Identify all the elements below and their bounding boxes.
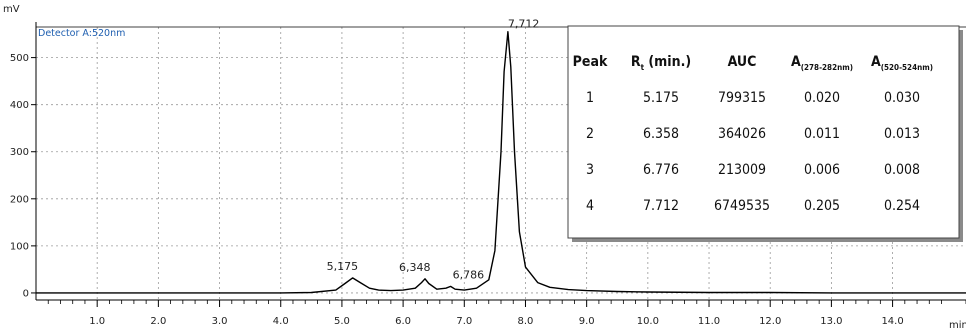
- y-tick-label: 100: [10, 241, 29, 252]
- table-header-cell: A(278-282nm): [791, 54, 853, 72]
- table-cell: 0.205: [804, 198, 840, 214]
- axis-ticks: 1.0 2.0 3.0 4.0 5.0 6.0 7.0 8.0 9.0 10.0 11.0 12.0 1…: [10, 53, 966, 327]
- peak-table: Peak Rt (min.) AUC A(278-282nm) A(520-524nm)…: [567, 25, 963, 242]
- x-tick-label: 8.0: [518, 316, 534, 327]
- table-cell: 0.008: [884, 162, 920, 178]
- y-tick-label: 0: [23, 288, 29, 299]
- x-tick-label: 11.0: [698, 316, 720, 327]
- table-cell: 7.712: [643, 198, 679, 214]
- table-header-cell: Rt (min.): [631, 54, 691, 72]
- table-cell: 6749535: [714, 198, 770, 214]
- table-cell: 213009: [718, 162, 766, 178]
- peak-table-background: [567, 25, 960, 239]
- chromatogram-trace: [36, 31, 966, 294]
- table-cell: 4: [586, 198, 594, 214]
- peak-label: 5,175: [327, 260, 359, 273]
- x-tick-label: 3.0: [212, 316, 228, 327]
- table-cell: 0.011: [804, 126, 840, 142]
- x-tick-label: 6.0: [395, 316, 411, 327]
- x-tick-label: 7.0: [456, 316, 472, 327]
- table-header-cell: AUC: [728, 54, 757, 70]
- x-tick-label: 14.0: [881, 316, 903, 327]
- detector-label: Detector A:520nm: [38, 28, 125, 39]
- x-tick-label: 9.0: [579, 316, 595, 327]
- x-tick-label: 2.0: [150, 316, 166, 327]
- peak-label: 6,348: [399, 261, 431, 274]
- table-cell: 364026: [718, 126, 766, 142]
- y-axis-unit: mV: [3, 4, 20, 15]
- y-tick-label: 400: [10, 100, 29, 111]
- peak-label: 6,786: [453, 268, 485, 281]
- x-tick-label: 4.0: [273, 316, 289, 327]
- x-tick-label: 13.0: [820, 316, 842, 327]
- table-cell: 0.013: [884, 126, 920, 142]
- x-tick-label: 10.0: [637, 316, 659, 327]
- y-tick-label: 500: [10, 53, 29, 64]
- x-tick-label: 5.0: [334, 316, 350, 327]
- x-tick-label: 12.0: [759, 316, 781, 327]
- x-axis-unit: min: [949, 320, 966, 331]
- table-cell: 3: [586, 162, 594, 178]
- x-tick-label: 1.0: [89, 316, 105, 327]
- peak-labels: 5,175 6,348 6,786 7,712: [327, 18, 540, 282]
- table-header-cell: Peak: [573, 54, 608, 70]
- table-cell: 799315: [718, 90, 766, 106]
- y-tick-label: 200: [10, 194, 29, 205]
- table-cell: 5.175: [643, 90, 679, 106]
- table-cell: 0.020: [804, 90, 840, 106]
- peak-label: 7,712: [508, 18, 540, 31]
- table-cell: 6.358: [643, 126, 679, 142]
- table-cell: 0.254: [884, 198, 920, 214]
- table-cell: 6.776: [643, 162, 679, 178]
- y-tick-label: 300: [10, 147, 29, 158]
- table-cell: 0.006: [804, 162, 840, 178]
- table-cell: 2: [586, 126, 594, 142]
- table-cell: 1: [586, 90, 594, 106]
- table-cell: 0.030: [884, 90, 920, 106]
- trace-layer: [36, 31, 966, 294]
- table-header-cell: A(520-524nm): [871, 54, 933, 72]
